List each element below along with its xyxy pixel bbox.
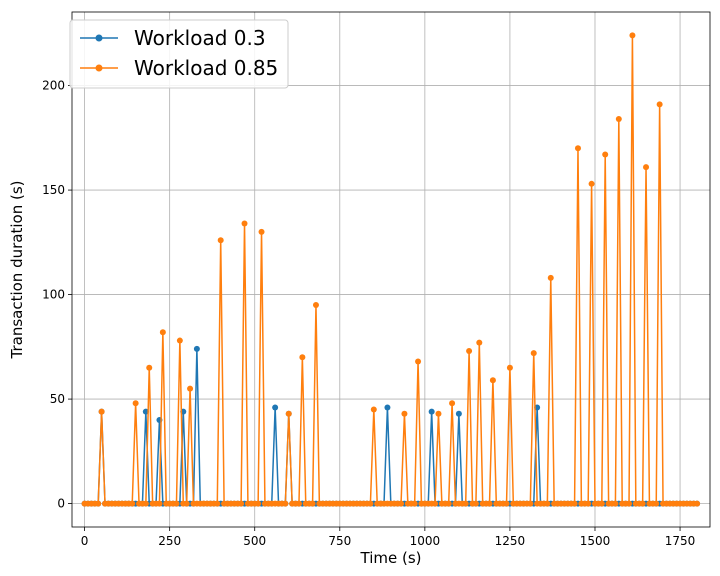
ticks: 0 250 500 750 1000 1250 1500 1750 0 50 100 150 200 (42, 79, 695, 548)
series-layer (81, 32, 701, 507)
data-point-workload-0-85 (173, 500, 180, 507)
legend: Workload 0.3 Workload 0.85 (69, 19, 289, 89)
data-point-workload-0-85 (187, 385, 194, 392)
data-point-workload-0-85 (309, 500, 316, 507)
data-point-workload-0-85 (282, 500, 289, 507)
data-point-workload-0-85 (462, 500, 469, 507)
data-point-workload-0-85 (241, 220, 248, 227)
data-point-workload-0-85 (694, 500, 701, 507)
data-point-workload-0-85 (626, 500, 633, 507)
data-point-workload-0-85 (367, 500, 374, 507)
data-point-workload-0-85 (299, 354, 306, 361)
data-point-workload-0-85 (258, 228, 265, 235)
data-point-workload-0-3 (384, 404, 391, 411)
x-tick-label: 1500 (580, 534, 611, 548)
data-point-workload-0-85 (612, 500, 619, 507)
y-axis-label: Transaction duration (s) (8, 181, 26, 360)
data-point-workload-0-85 (639, 500, 646, 507)
data-point-workload-0-85 (506, 364, 513, 371)
data-point-workload-0-85 (547, 274, 554, 281)
legend-marker-workload-0-3 (95, 34, 103, 42)
data-point-workload-0-85 (449, 400, 456, 407)
data-point-workload-0-85 (370, 406, 377, 413)
x-tick-label: 1000 (410, 534, 441, 548)
data-point-workload-0-85 (571, 500, 578, 507)
data-point-workload-0-85 (129, 500, 136, 507)
data-point-workload-0-3 (428, 408, 435, 415)
data-point-workload-0-85 (398, 500, 405, 507)
x-tick-label: 1750 (665, 534, 696, 548)
data-point-workload-0-85 (159, 329, 166, 336)
data-point-workload-0-85 (615, 116, 622, 123)
data-point-workload-0-85 (435, 410, 442, 417)
data-point-workload-0-85 (176, 337, 183, 344)
x-tick-label: 1250 (495, 534, 526, 548)
data-point-workload-0-85 (295, 500, 302, 507)
x-tick-label: 750 (328, 534, 351, 548)
data-point-workload-0-85 (503, 500, 510, 507)
x-tick-label: 500 (243, 534, 266, 548)
data-point-workload-0-85 (415, 358, 422, 365)
data-point-workload-0-85 (466, 348, 473, 355)
legend-box (69, 19, 289, 89)
data-point-workload-0-85 (643, 164, 650, 171)
data-point-workload-0-85 (432, 500, 439, 507)
data-point-workload-0-85 (653, 500, 660, 507)
y-tick-label: 200 (42, 79, 65, 93)
data-point-workload-0-85 (411, 500, 418, 507)
data-point-workload-0-85 (98, 408, 105, 415)
data-point-workload-0-85 (95, 500, 102, 507)
plot-frame (71, 11, 711, 528)
data-point-workload-0-85 (445, 500, 452, 507)
data-point-workload-0-85 (132, 400, 139, 407)
data-point-workload-0-3 (272, 404, 279, 411)
data-point-workload-0-85 (472, 500, 479, 507)
y-tick-label: 50 (50, 392, 65, 406)
x-tick-label: 250 (158, 534, 181, 548)
data-point-workload-0-85 (588, 180, 595, 187)
data-point-workload-0-85 (489, 377, 496, 384)
data-point-workload-0-85 (629, 32, 636, 39)
data-point-workload-0-85 (530, 350, 537, 357)
legend-label-workload-0-85: Workload 0.85 (134, 56, 278, 80)
data-point-workload-0-3 (455, 410, 462, 417)
data-point-workload-0-85 (598, 500, 605, 507)
data-point-workload-0-85 (238, 500, 245, 507)
data-point-workload-0-85 (476, 339, 483, 346)
data-point-workload-0-85 (544, 500, 551, 507)
data-point-workload-0-85 (312, 302, 319, 309)
y-tick-label: 100 (42, 288, 65, 302)
data-point-workload-0-85 (585, 500, 592, 507)
x-tick-label: 0 (81, 534, 89, 548)
legend-marker-workload-0-85 (95, 64, 103, 72)
data-point-workload-0-85 (255, 500, 262, 507)
x-axis-label: Time (s) (360, 549, 422, 567)
data-point-workload-0-3 (142, 408, 149, 415)
data-point-workload-0-3 (193, 345, 200, 352)
data-point-workload-0-85 (527, 500, 534, 507)
data-point-workload-0-85 (574, 145, 581, 152)
y-tick-label: 150 (42, 183, 65, 197)
data-point-workload-0-85 (285, 410, 292, 417)
legend-label-workload-0-3: Workload 0.3 (134, 26, 266, 50)
data-point-workload-0-85 (401, 410, 408, 417)
data-point-workload-0-85 (146, 364, 153, 371)
data-point-workload-0-85 (217, 237, 224, 244)
data-point-workload-0-85 (142, 500, 149, 507)
data-point-workload-0-85 (183, 500, 190, 507)
data-point-workload-0-85 (656, 101, 663, 108)
data-point-workload-0-85 (214, 500, 221, 507)
data-point-workload-0-85 (486, 500, 493, 507)
data-point-workload-0-85 (602, 151, 609, 158)
data-point-workload-0-85 (156, 500, 163, 507)
y-tick-label: 0 (57, 497, 65, 511)
